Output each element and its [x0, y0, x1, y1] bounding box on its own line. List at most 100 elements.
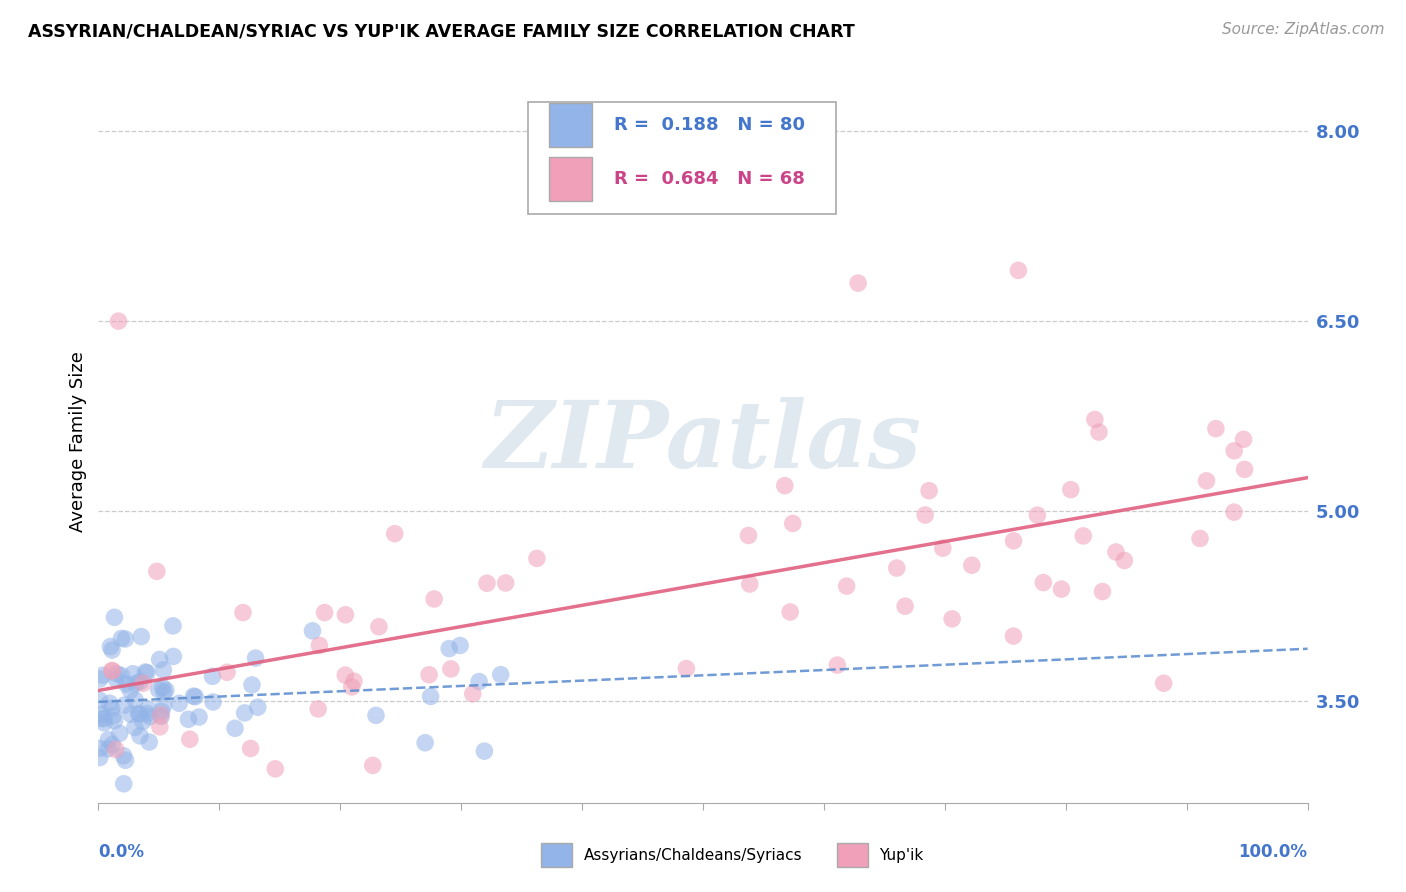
Point	[418, 667, 440, 681]
Point	[738, 577, 761, 591]
Point	[1060, 483, 1083, 497]
Text: Source: ZipAtlas.com: Source: ZipAtlas.com	[1222, 22, 1385, 37]
Point	[115, 677, 138, 691]
Point	[335, 668, 357, 682]
Point	[155, 683, 177, 698]
Point	[152, 698, 174, 713]
Point	[120, 683, 142, 698]
Point	[150, 709, 173, 723]
Point	[960, 558, 983, 573]
Point	[675, 662, 697, 676]
Point	[1205, 422, 1227, 436]
Point	[98, 640, 121, 654]
Point	[101, 664, 124, 678]
Point	[162, 649, 184, 664]
FancyBboxPatch shape	[550, 157, 592, 201]
Point	[184, 690, 207, 704]
Text: R =  0.188   N = 80: R = 0.188 N = 80	[613, 116, 804, 134]
Point	[101, 643, 124, 657]
FancyBboxPatch shape	[527, 102, 837, 214]
Point	[737, 528, 759, 542]
Text: ZIPatlas: ZIPatlas	[485, 397, 921, 486]
Point	[782, 516, 804, 531]
Point	[112, 748, 135, 763]
Point	[124, 720, 146, 734]
Point	[827, 658, 849, 673]
Point	[240, 678, 263, 692]
Point	[134, 665, 156, 679]
Point	[217, 665, 239, 680]
Point	[495, 576, 517, 591]
Point	[886, 561, 908, 575]
Point	[150, 704, 173, 718]
Point	[136, 702, 159, 716]
Point	[423, 592, 446, 607]
Point	[1002, 629, 1025, 643]
Point	[101, 709, 124, 723]
Point	[101, 738, 124, 752]
Point	[1084, 412, 1107, 426]
Point	[301, 624, 323, 638]
Point	[89, 741, 111, 756]
Point	[246, 700, 269, 714]
Text: Yup'ik: Yup'ik	[879, 847, 922, 863]
Point	[132, 676, 155, 690]
Point	[149, 652, 172, 666]
Point	[461, 687, 484, 701]
Point	[167, 696, 190, 710]
Point	[128, 707, 150, 722]
Text: Assyrians/Chaldeans/Syriacs: Assyrians/Chaldeans/Syriacs	[583, 847, 801, 863]
Point	[489, 667, 512, 681]
Point	[914, 508, 936, 522]
Point	[114, 698, 136, 712]
Point	[100, 701, 122, 715]
Point	[177, 712, 200, 726]
Point	[1071, 529, 1094, 543]
Point	[384, 526, 406, 541]
Point	[188, 710, 211, 724]
Point	[93, 715, 115, 730]
Point	[149, 708, 172, 723]
Point	[93, 712, 115, 726]
Point	[941, 612, 963, 626]
Point	[1088, 425, 1111, 439]
Point	[239, 741, 262, 756]
Point	[108, 726, 131, 740]
Point	[202, 695, 225, 709]
Point	[918, 483, 941, 498]
Point	[110, 632, 132, 646]
Point	[103, 714, 125, 728]
Point	[148, 682, 170, 697]
FancyBboxPatch shape	[550, 103, 592, 147]
Point	[146, 565, 169, 579]
Point	[314, 606, 336, 620]
Point	[779, 605, 801, 619]
Point	[129, 630, 152, 644]
Point	[308, 639, 330, 653]
Point	[91, 668, 114, 682]
Text: R =  0.684   N = 68: R = 0.684 N = 68	[613, 169, 804, 188]
Point	[440, 662, 463, 676]
Point	[124, 676, 146, 690]
Point	[183, 689, 205, 703]
Point	[1223, 443, 1246, 458]
Point	[97, 741, 120, 756]
Point	[162, 619, 184, 633]
Point	[1050, 582, 1073, 596]
Point	[129, 729, 152, 743]
Point	[232, 606, 254, 620]
Point	[139, 709, 162, 723]
Point	[152, 663, 174, 677]
Point	[110, 668, 132, 682]
Point	[128, 706, 150, 721]
Point	[124, 693, 146, 707]
Point	[179, 732, 201, 747]
Point	[90, 707, 112, 722]
Point	[129, 674, 152, 689]
Point	[105, 673, 128, 687]
Point	[120, 707, 142, 722]
Point	[153, 685, 176, 699]
Point	[419, 690, 441, 704]
Point	[343, 674, 366, 689]
Point	[112, 777, 135, 791]
